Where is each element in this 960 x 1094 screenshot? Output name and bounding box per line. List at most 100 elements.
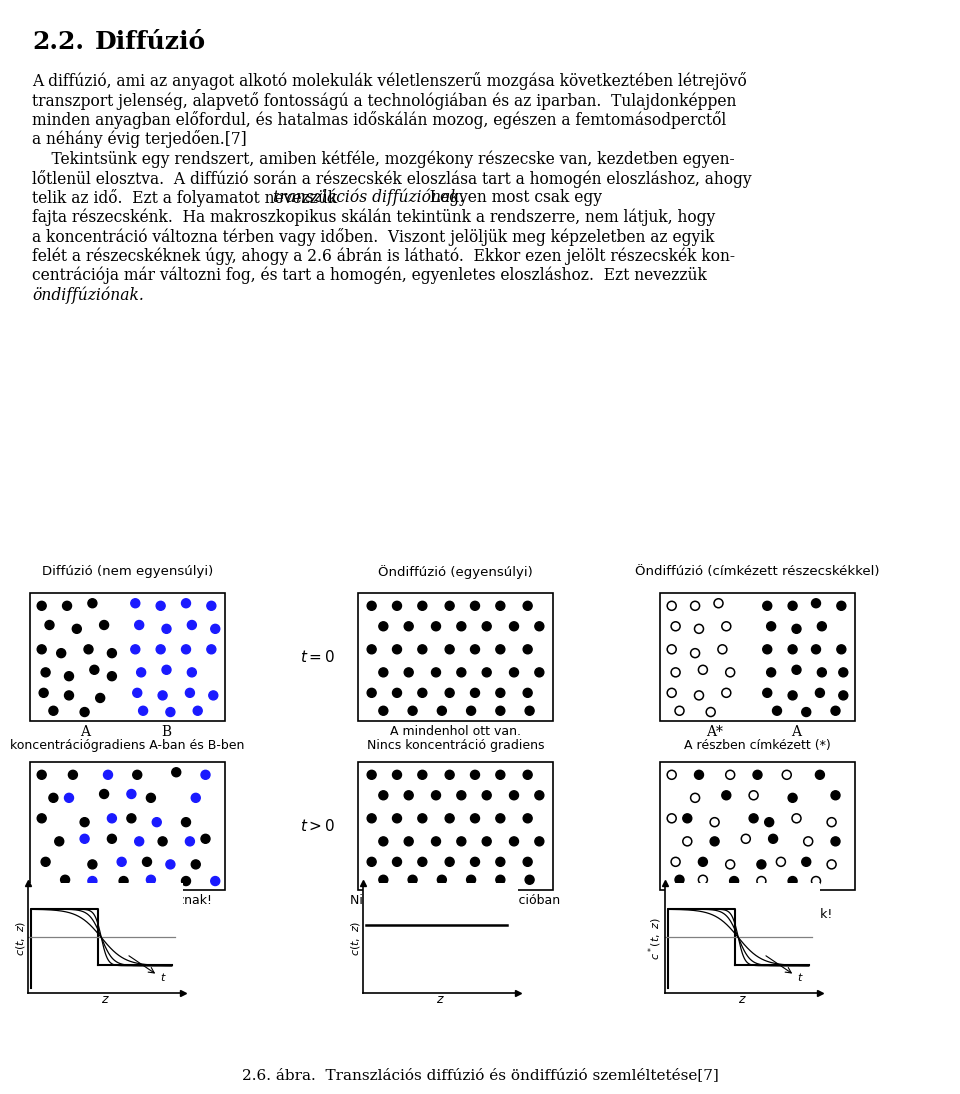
Circle shape (470, 688, 479, 697)
Circle shape (763, 602, 772, 610)
Circle shape (206, 644, 216, 654)
Circle shape (510, 791, 518, 800)
Circle shape (438, 875, 446, 884)
Circle shape (119, 876, 128, 885)
Circle shape (690, 793, 700, 802)
Circle shape (788, 691, 797, 700)
Circle shape (482, 667, 492, 677)
Text: minden anyagban előfordul, és hatalmas időskálán mozog, egészen a femtomásodperc: minden anyagban előfordul, és hatalmas i… (32, 110, 727, 129)
Circle shape (104, 770, 112, 779)
Circle shape (64, 691, 74, 700)
Circle shape (206, 602, 216, 610)
Circle shape (445, 814, 454, 823)
Circle shape (470, 814, 479, 823)
Text: Nincs változás a koncentrációban: Nincs változás a koncentrációban (350, 894, 561, 907)
Circle shape (837, 644, 846, 654)
Circle shape (88, 598, 97, 608)
Text: koncentrációgradiens A-ban és B-ben: koncentrációgradiens A-ban és B-ben (11, 740, 245, 752)
Circle shape (510, 621, 518, 631)
Circle shape (379, 791, 388, 800)
Bar (358, 763, 553, 891)
Circle shape (132, 688, 142, 697)
Text: A koncentrációk változnak!: A koncentrációk változnak! (42, 894, 212, 907)
Text: $t$: $t$ (160, 971, 167, 984)
Text: koncentrációja változik!: koncentrációja változik! (683, 908, 832, 921)
Circle shape (777, 858, 785, 866)
Text: Nincs koncentráció gradiens: Nincs koncentráció gradiens (367, 740, 544, 752)
Circle shape (136, 667, 146, 677)
Circle shape (831, 707, 840, 715)
Circle shape (741, 835, 751, 843)
Text: Öndiffúzió (egyensúlyi): Öndiffúzió (egyensúlyi) (378, 565, 533, 579)
Circle shape (60, 875, 69, 884)
Circle shape (756, 876, 766, 885)
Circle shape (132, 770, 142, 779)
Circle shape (802, 708, 811, 717)
Circle shape (698, 875, 708, 884)
Circle shape (193, 707, 203, 715)
Circle shape (675, 875, 684, 884)
Circle shape (831, 837, 840, 846)
Circle shape (667, 644, 676, 654)
Circle shape (523, 814, 532, 823)
Circle shape (64, 672, 74, 680)
Circle shape (367, 688, 376, 697)
Circle shape (68, 770, 78, 779)
Circle shape (191, 793, 201, 802)
Text: transzlációs diffúziónak.: transzlációs diffúziónak. (273, 189, 465, 207)
Circle shape (445, 858, 454, 866)
Text: lőtlenül elosztva.  A diffúzió során a részecskék eloszlása tart a homogén elosz: lőtlenül elosztva. A diffúzió során a ré… (32, 170, 752, 187)
Circle shape (694, 770, 704, 779)
Y-axis label: $c(t,\ z)$: $c(t,\ z)$ (13, 920, 27, 956)
Bar (660, 593, 855, 721)
Circle shape (482, 791, 492, 800)
Circle shape (496, 814, 505, 823)
Circle shape (839, 691, 848, 700)
Circle shape (470, 644, 479, 654)
Circle shape (749, 791, 758, 800)
Circle shape (393, 688, 401, 697)
Text: centrációja már változni fog, és tart a homogén, egyenletes eloszláshoz.  Ezt ne: centrációja már változni fog, és tart a … (32, 267, 707, 284)
Circle shape (690, 602, 700, 610)
Circle shape (100, 790, 108, 799)
Circle shape (88, 876, 97, 885)
Circle shape (187, 667, 197, 677)
Circle shape (788, 602, 797, 610)
Circle shape (667, 770, 676, 779)
Circle shape (710, 817, 719, 827)
Circle shape (667, 688, 676, 697)
Circle shape (671, 621, 680, 631)
Circle shape (379, 621, 388, 631)
Circle shape (64, 793, 74, 802)
Circle shape (404, 791, 413, 800)
Circle shape (749, 814, 758, 823)
Circle shape (142, 858, 152, 866)
Circle shape (792, 814, 801, 823)
X-axis label: $z$: $z$ (101, 993, 109, 1006)
Circle shape (156, 602, 165, 610)
Circle shape (445, 770, 454, 779)
Circle shape (788, 793, 797, 802)
Circle shape (726, 860, 734, 869)
Circle shape (496, 688, 505, 697)
Circle shape (146, 875, 156, 884)
Text: Legyen most csak egy: Legyen most csak egy (420, 189, 602, 206)
Circle shape (523, 602, 532, 610)
Circle shape (367, 602, 376, 610)
Circle shape (404, 837, 413, 846)
Circle shape (45, 620, 54, 629)
Circle shape (802, 858, 811, 866)
Circle shape (496, 770, 505, 779)
Circle shape (523, 644, 532, 654)
Circle shape (782, 770, 791, 779)
Text: A részben címkézett (*): A részben címkézett (*) (684, 740, 830, 752)
Text: A mindenhol ott van.: A mindenhol ott van. (390, 725, 521, 738)
Circle shape (718, 644, 727, 654)
Circle shape (445, 688, 454, 697)
Circle shape (138, 707, 148, 715)
Circle shape (156, 644, 165, 654)
Circle shape (379, 667, 388, 677)
Circle shape (698, 665, 708, 674)
Circle shape (470, 602, 479, 610)
Circle shape (393, 858, 401, 866)
